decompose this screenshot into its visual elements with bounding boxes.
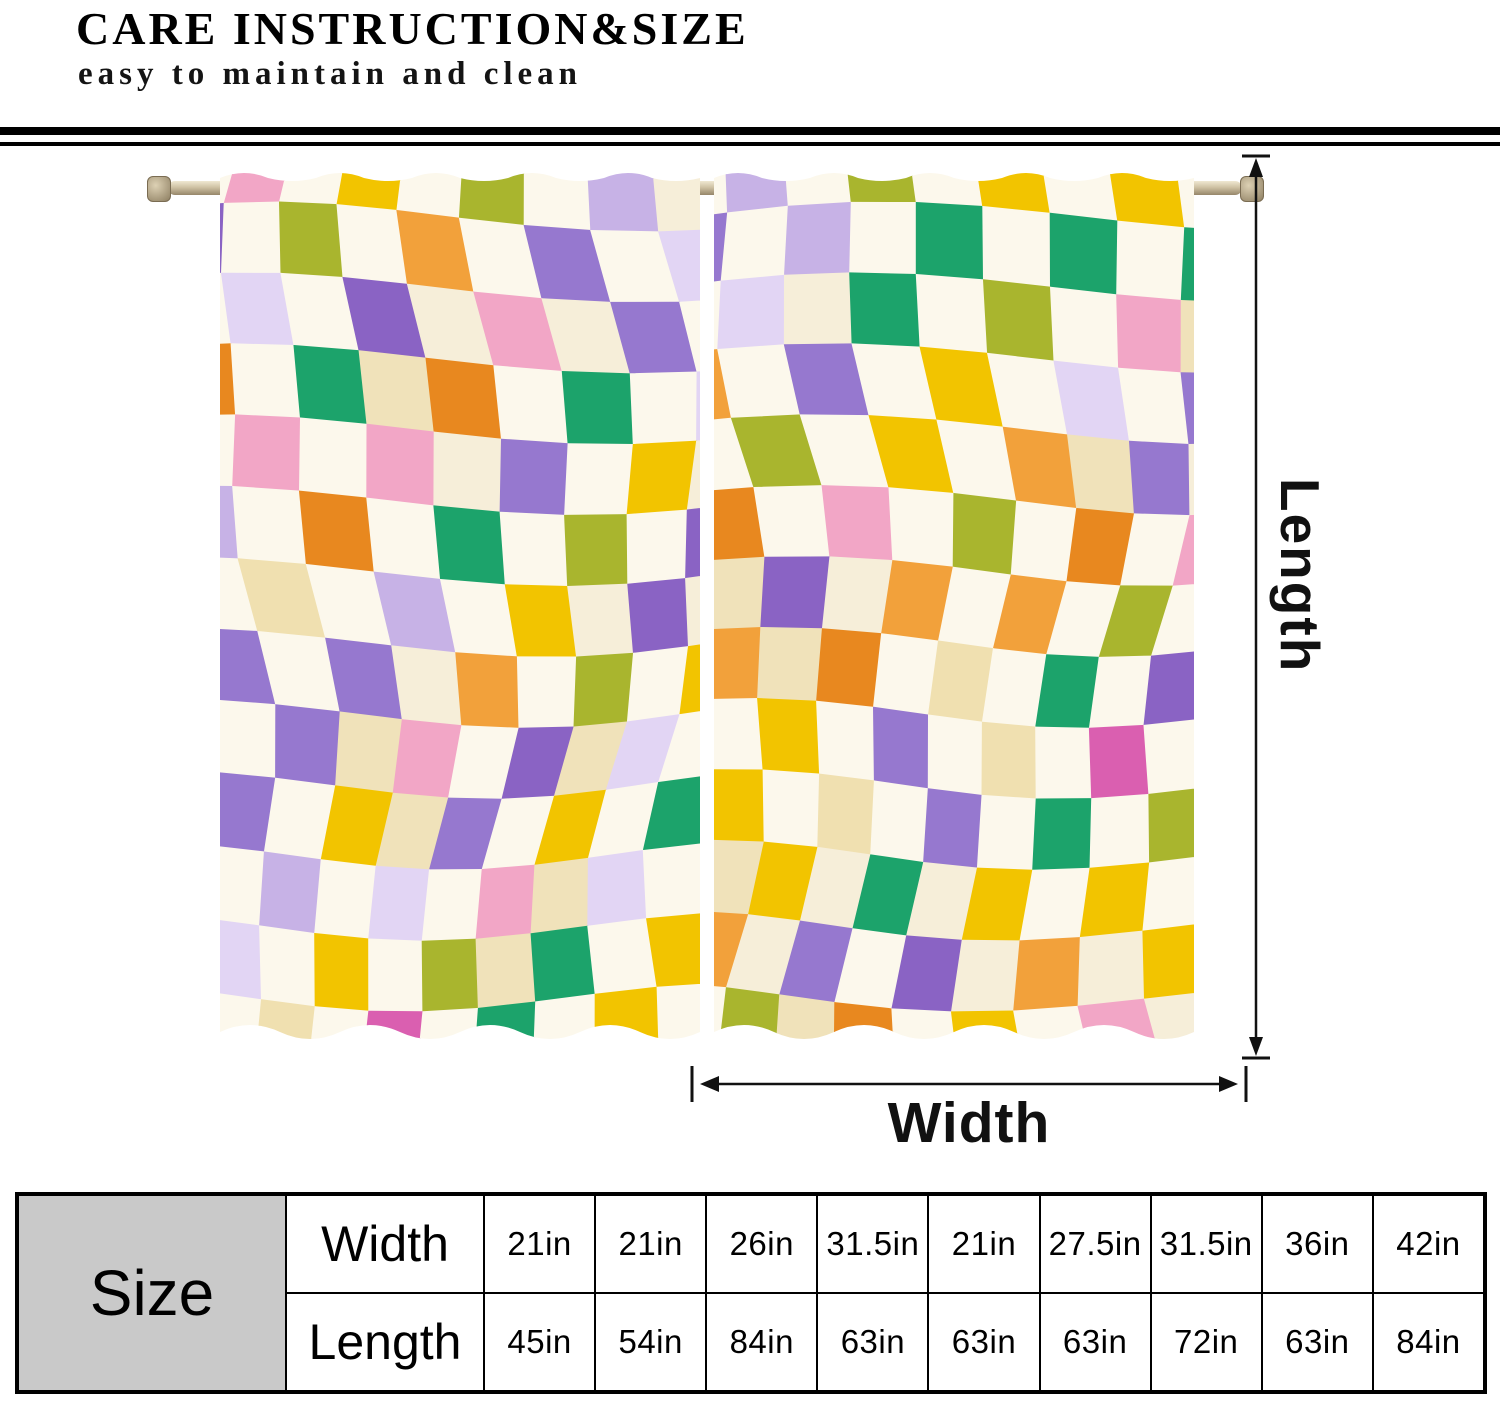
divider-line-thin bbox=[0, 142, 1500, 146]
size-table-corner-label: Size bbox=[18, 1195, 286, 1391]
size-table-cell: 63in bbox=[1261, 1293, 1373, 1391]
size-table-cell: 63in bbox=[928, 1293, 1040, 1391]
curtain-panels-image bbox=[220, 173, 1194, 1039]
size-table-cell: 21in bbox=[595, 1195, 707, 1293]
size-table-cell: 27.5in bbox=[1039, 1195, 1151, 1293]
size-table-cell: 42in bbox=[1372, 1195, 1484, 1293]
length-arrowhead-up bbox=[1249, 158, 1263, 177]
rod-finial-right bbox=[1240, 176, 1264, 202]
size-table-cell: 84in bbox=[1372, 1293, 1484, 1391]
length-arrowhead-down bbox=[1249, 1037, 1263, 1056]
size-table-cell: 21in bbox=[484, 1195, 596, 1293]
size-table-row-label-length: Length bbox=[286, 1293, 484, 1391]
page-subtitle: easy to maintain and clean bbox=[78, 56, 583, 92]
size-table-cell: 45in bbox=[484, 1293, 596, 1391]
size-table-cell: 31.5in bbox=[817, 1195, 929, 1293]
size-table-row-label-width: Width bbox=[286, 1195, 484, 1293]
size-table-cell: 54in bbox=[595, 1293, 707, 1391]
size-table-cell: 21in bbox=[928, 1195, 1040, 1293]
length-label: Length bbox=[1269, 478, 1331, 674]
size-table-cell: 36in bbox=[1261, 1195, 1373, 1293]
size-table-cell: 26in bbox=[706, 1195, 818, 1293]
width-arrowhead-left bbox=[700, 1076, 719, 1092]
rod-finial-left bbox=[147, 176, 171, 202]
size-table-cell: 72in bbox=[1150, 1293, 1262, 1391]
size-table-cell: 63in bbox=[817, 1293, 929, 1391]
size-table-cell: 31.5in bbox=[1150, 1195, 1262, 1293]
page-title: CARE INSTRUCTION&SIZE bbox=[76, 3, 749, 54]
width-arrow bbox=[690, 1066, 1248, 1102]
size-table-cell: 63in bbox=[1039, 1293, 1151, 1391]
width-arrowhead-right bbox=[1219, 1076, 1238, 1092]
length-arrow bbox=[1242, 154, 1270, 1060]
width-label: Width bbox=[887, 1091, 1051, 1155]
divider-line-thick bbox=[0, 127, 1500, 135]
size-table: Size Width 21in 21in 26in 31.5in 21in 27… bbox=[15, 1192, 1487, 1394]
size-table-cell: 84in bbox=[706, 1293, 818, 1391]
